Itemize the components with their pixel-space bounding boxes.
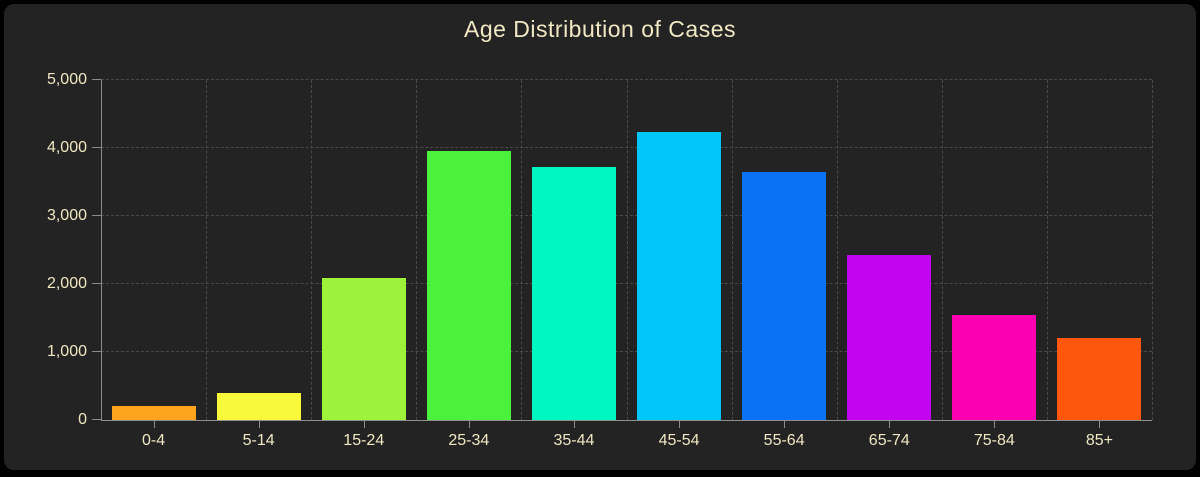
h-gridline	[101, 79, 1152, 80]
v-gridline	[836, 80, 838, 420]
y-tick	[92, 419, 101, 420]
x-tick	[363, 420, 365, 428]
x-tick	[679, 420, 681, 428]
x-tick-label: 65-74	[868, 432, 910, 449]
y-tick	[92, 351, 101, 352]
v-gridline	[521, 80, 523, 420]
y-tick-label: 4,000	[46, 139, 87, 156]
y-tick-label: 1,000	[46, 343, 87, 360]
plot-area: 0 1,000 2,000 3,000 4,000 5,000 0-4 5-14 15-24 2…	[47, 72, 1153, 449]
y-tick-label: 3,000	[46, 207, 87, 224]
x-tick	[784, 420, 786, 428]
v-gridline	[1046, 80, 1048, 420]
bar	[216, 392, 301, 420]
x-tick-label: 25-34	[448, 432, 490, 449]
y-axis-line	[101, 80, 102, 421]
x-axis-line	[101, 420, 1152, 421]
bar	[847, 254, 932, 420]
y-tick	[92, 79, 101, 80]
x-tick-label: 75-84	[973, 432, 1015, 449]
x-tick-label: 0-4	[141, 432, 166, 449]
x-tick	[153, 420, 155, 428]
y-tick-label: 2,000	[46, 275, 87, 292]
v-gridline	[311, 80, 313, 420]
x-tick	[1099, 420, 1101, 428]
x-tick	[573, 420, 575, 428]
bar	[1057, 338, 1142, 420]
x-tick	[889, 420, 891, 428]
bar	[426, 151, 511, 420]
y-tick-label: 0	[78, 411, 87, 428]
bar	[637, 131, 722, 420]
chart-title: Age Distribution of Cases	[463, 16, 736, 42]
x-tick-label: 55-64	[763, 432, 805, 449]
x-tick	[258, 420, 260, 428]
x-tick-label: 5-14	[242, 432, 275, 449]
bar	[321, 277, 406, 420]
x-tick-label: 35-44	[553, 432, 595, 449]
v-gridline	[206, 80, 208, 420]
x-tick	[994, 420, 996, 428]
v-gridline	[416, 80, 418, 420]
y-tick	[92, 147, 101, 148]
y-tick-label: 5,000	[46, 71, 87, 88]
x-tick-label: 85+	[1085, 432, 1114, 449]
bar	[111, 406, 196, 420]
v-gridline	[731, 80, 733, 420]
bar	[742, 171, 827, 420]
x-tick	[468, 420, 470, 428]
v-gridline	[1152, 80, 1153, 420]
bar	[952, 314, 1037, 420]
y-tick	[92, 283, 101, 284]
x-tick-label: 45-54	[658, 432, 700, 449]
chart-card: Age Distribution of Cases 0 1,000 2,000 3,0…	[4, 4, 1196, 470]
y-tick	[92, 215, 101, 216]
bar	[531, 167, 616, 420]
v-gridline	[626, 80, 628, 420]
v-gridline	[941, 80, 943, 420]
x-tick-label: 15-24	[343, 432, 385, 449]
